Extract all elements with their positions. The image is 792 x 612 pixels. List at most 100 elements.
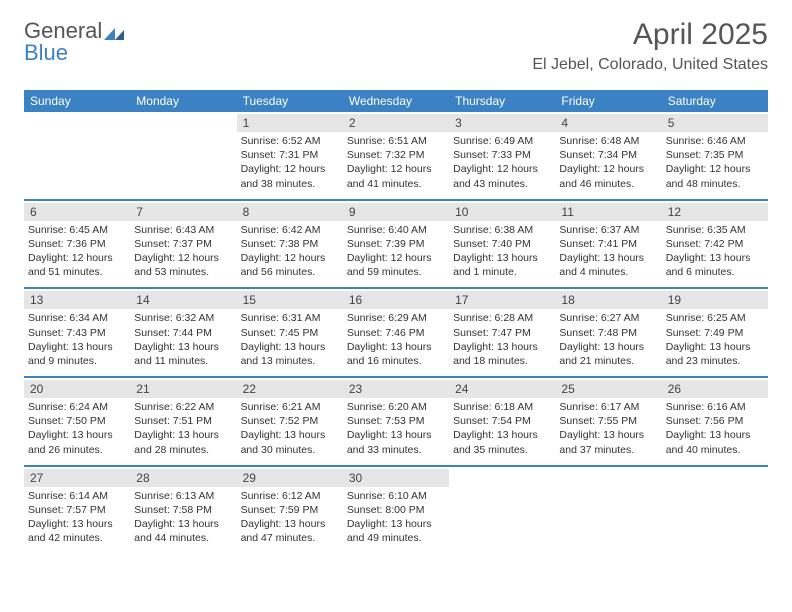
sunrise-line: Sunrise: 6:43 AM: [134, 223, 232, 237]
sunset-line: Sunset: 7:53 PM: [347, 414, 445, 428]
day-number: 25: [555, 380, 661, 398]
daylight-line: Daylight: 12 hours and 51 minutes.: [28, 251, 126, 279]
daylight-line: Daylight: 13 hours and 23 minutes.: [666, 340, 764, 368]
day-cell: 20Sunrise: 6:24 AMSunset: 7:50 PMDayligh…: [24, 378, 130, 465]
day-cell: 21Sunrise: 6:22 AMSunset: 7:51 PMDayligh…: [130, 378, 236, 465]
sunrise-line: Sunrise: 6:34 AM: [28, 311, 126, 325]
day-cell: [24, 112, 130, 199]
daylight-line: Daylight: 12 hours and 53 minutes.: [134, 251, 232, 279]
sunrise-line: Sunrise: 6:46 AM: [666, 134, 764, 148]
day-number: 7: [130, 203, 236, 221]
day-number: 11: [555, 203, 661, 221]
day-cell: 2Sunrise: 6:51 AMSunset: 7:32 PMDaylight…: [343, 112, 449, 199]
day-details: Sunrise: 6:12 AMSunset: 7:59 PMDaylight:…: [241, 487, 339, 546]
day-number: 23: [343, 380, 449, 398]
sunset-line: Sunset: 7:50 PM: [28, 414, 126, 428]
day-details: Sunrise: 6:28 AMSunset: 7:47 PMDaylight:…: [453, 309, 551, 368]
day-details: Sunrise: 6:35 AMSunset: 7:42 PMDaylight:…: [666, 221, 764, 280]
day-details: Sunrise: 6:48 AMSunset: 7:34 PMDaylight:…: [559, 132, 657, 191]
sunset-line: Sunset: 7:49 PM: [666, 326, 764, 340]
sunset-line: Sunset: 7:52 PM: [241, 414, 339, 428]
day-number: 20: [24, 380, 130, 398]
day-details: Sunrise: 6:22 AMSunset: 7:51 PMDaylight:…: [134, 398, 232, 457]
week-row: 1Sunrise: 6:52 AMSunset: 7:31 PMDaylight…: [24, 112, 768, 199]
daylight-line: Daylight: 13 hours and 35 minutes.: [453, 428, 551, 456]
day-cell: 19Sunrise: 6:25 AMSunset: 7:49 PMDayligh…: [662, 289, 768, 376]
day-cell: 15Sunrise: 6:31 AMSunset: 7:45 PMDayligh…: [237, 289, 343, 376]
day-number: 8: [237, 203, 343, 221]
sunset-line: Sunset: 7:48 PM: [559, 326, 657, 340]
day-number: 3: [449, 114, 555, 132]
day-header: Saturday: [662, 90, 768, 112]
page-title: April 2025: [532, 18, 768, 52]
day-details: Sunrise: 6:13 AMSunset: 7:58 PMDaylight:…: [134, 487, 232, 546]
sunrise-line: Sunrise: 6:42 AM: [241, 223, 339, 237]
day-number: 5: [662, 114, 768, 132]
day-header: Thursday: [449, 90, 555, 112]
sunrise-line: Sunrise: 6:17 AM: [559, 400, 657, 414]
day-number: 9: [343, 203, 449, 221]
day-header: Friday: [555, 90, 661, 112]
sunrise-line: Sunrise: 6:22 AM: [134, 400, 232, 414]
day-number: 21: [130, 380, 236, 398]
day-header: Wednesday: [343, 90, 449, 112]
day-number: 17: [449, 291, 555, 309]
sunset-line: Sunset: 7:32 PM: [347, 148, 445, 162]
daylight-line: Daylight: 13 hours and 37 minutes.: [559, 428, 657, 456]
sunset-line: Sunset: 7:56 PM: [666, 414, 764, 428]
daylight-line: Daylight: 13 hours and 4 minutes.: [559, 251, 657, 279]
day-cell: 17Sunrise: 6:28 AMSunset: 7:47 PMDayligh…: [449, 289, 555, 376]
day-details: Sunrise: 6:37 AMSunset: 7:41 PMDaylight:…: [559, 221, 657, 280]
sunset-line: Sunset: 7:33 PM: [453, 148, 551, 162]
day-details: Sunrise: 6:43 AMSunset: 7:37 PMDaylight:…: [134, 221, 232, 280]
daylight-line: Daylight: 13 hours and 44 minutes.: [134, 517, 232, 545]
sunset-line: Sunset: 7:47 PM: [453, 326, 551, 340]
day-cell: 18Sunrise: 6:27 AMSunset: 7:48 PMDayligh…: [555, 289, 661, 376]
daylight-line: Daylight: 13 hours and 21 minutes.: [559, 340, 657, 368]
sunset-line: Sunset: 8:00 PM: [347, 503, 445, 517]
day-cell: 23Sunrise: 6:20 AMSunset: 7:53 PMDayligh…: [343, 378, 449, 465]
day-details: Sunrise: 6:49 AMSunset: 7:33 PMDaylight:…: [453, 132, 551, 191]
sunrise-line: Sunrise: 6:38 AM: [453, 223, 551, 237]
day-cell: [449, 467, 555, 554]
day-details: Sunrise: 6:32 AMSunset: 7:44 PMDaylight:…: [134, 309, 232, 368]
day-cell: 10Sunrise: 6:38 AMSunset: 7:40 PMDayligh…: [449, 201, 555, 288]
day-number: 27: [24, 469, 130, 487]
daylight-line: Daylight: 12 hours and 41 minutes.: [347, 162, 445, 190]
day-details: Sunrise: 6:40 AMSunset: 7:39 PMDaylight:…: [347, 221, 445, 280]
day-details: Sunrise: 6:51 AMSunset: 7:32 PMDaylight:…: [347, 132, 445, 191]
day-cell: 7Sunrise: 6:43 AMSunset: 7:37 PMDaylight…: [130, 201, 236, 288]
day-cell: 27Sunrise: 6:14 AMSunset: 7:57 PMDayligh…: [24, 467, 130, 554]
sunrise-line: Sunrise: 6:27 AM: [559, 311, 657, 325]
daylight-line: Daylight: 13 hours and 16 minutes.: [347, 340, 445, 368]
sunset-line: Sunset: 7:40 PM: [453, 237, 551, 251]
sunset-line: Sunset: 7:57 PM: [28, 503, 126, 517]
day-header: Sunday: [24, 90, 130, 112]
day-number: 2: [343, 114, 449, 132]
day-details: Sunrise: 6:45 AMSunset: 7:36 PMDaylight:…: [28, 221, 126, 280]
day-details: Sunrise: 6:38 AMSunset: 7:40 PMDaylight:…: [453, 221, 551, 280]
sunrise-line: Sunrise: 6:10 AM: [347, 489, 445, 503]
sunrise-line: Sunrise: 6:40 AM: [347, 223, 445, 237]
day-details: Sunrise: 6:17 AMSunset: 7:55 PMDaylight:…: [559, 398, 657, 457]
day-cell: 26Sunrise: 6:16 AMSunset: 7:56 PMDayligh…: [662, 378, 768, 465]
day-cell: 29Sunrise: 6:12 AMSunset: 7:59 PMDayligh…: [237, 467, 343, 554]
day-cell: 22Sunrise: 6:21 AMSunset: 7:52 PMDayligh…: [237, 378, 343, 465]
logo-icon: [104, 26, 126, 40]
sunset-line: Sunset: 7:31 PM: [241, 148, 339, 162]
day-number: 26: [662, 380, 768, 398]
day-details: Sunrise: 6:46 AMSunset: 7:35 PMDaylight:…: [666, 132, 764, 191]
week-row: 6Sunrise: 6:45 AMSunset: 7:36 PMDaylight…: [24, 199, 768, 288]
day-details: Sunrise: 6:24 AMSunset: 7:50 PMDaylight:…: [28, 398, 126, 457]
daylight-line: Daylight: 13 hours and 6 minutes.: [666, 251, 764, 279]
day-details: Sunrise: 6:21 AMSunset: 7:52 PMDaylight:…: [241, 398, 339, 457]
day-cell: [555, 467, 661, 554]
daylight-line: Daylight: 12 hours and 59 minutes.: [347, 251, 445, 279]
sunrise-line: Sunrise: 6:51 AM: [347, 134, 445, 148]
sunrise-line: Sunrise: 6:37 AM: [559, 223, 657, 237]
sunrise-line: Sunrise: 6:12 AM: [241, 489, 339, 503]
sunrise-line: Sunrise: 6:25 AM: [666, 311, 764, 325]
day-cell: 4Sunrise: 6:48 AMSunset: 7:34 PMDaylight…: [555, 112, 661, 199]
sunset-line: Sunset: 7:58 PM: [134, 503, 232, 517]
location: El Jebel, Colorado, United States: [532, 56, 768, 74]
